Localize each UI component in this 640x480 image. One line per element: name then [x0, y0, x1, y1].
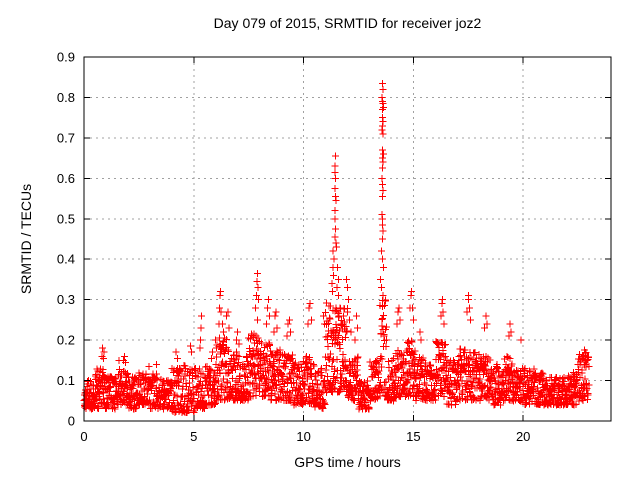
- chart-title: Day 079 of 2015, SRMTID for receiver joz…: [213, 15, 482, 31]
- y-tick-label: 0.3: [57, 292, 75, 307]
- y-tick-label: 0.8: [57, 90, 75, 105]
- y-tick-label: 0.6: [57, 171, 75, 186]
- x-tick-label: 10: [296, 429, 310, 444]
- x-axis-label: GPS time / hours: [294, 454, 401, 470]
- x-tick-label: 15: [406, 429, 420, 444]
- y-tick-label: 0: [68, 414, 75, 429]
- x-tick-label: 0: [80, 429, 87, 444]
- axis-tick-labels: 0 5 10 15 20 0 0.1 0.2 0.3 0.4 0.5 0.6 0.7 0.8 0.9: [57, 50, 531, 445]
- scatter-series: [80, 79, 593, 417]
- y-tick-label: 0.2: [57, 333, 75, 348]
- x-tick-label: 20: [516, 429, 530, 444]
- y-tick-label: 0.7: [57, 130, 75, 145]
- y-tick-label: 0.4: [57, 252, 75, 267]
- gridlines: [84, 57, 611, 421]
- y-tick-label: 0.5: [57, 211, 75, 226]
- plot-border: [83, 56, 612, 422]
- x-tick-label: 5: [190, 429, 197, 444]
- y-tick-label: 0.9: [57, 50, 75, 65]
- y-tick-label: 0.1: [57, 373, 75, 388]
